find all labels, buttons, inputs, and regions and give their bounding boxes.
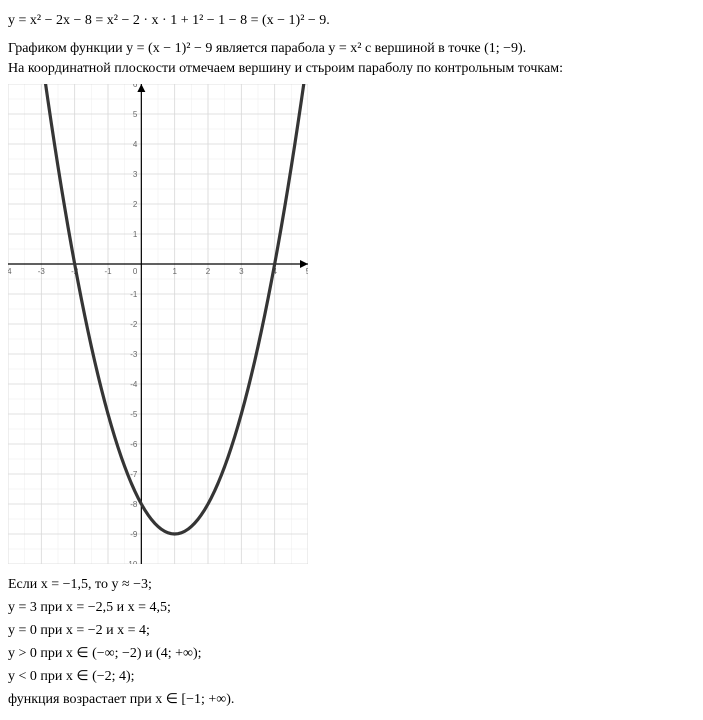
svg-text:-9: -9	[130, 530, 138, 539]
result-6: функция возрастает при x ∈ [−1; +∞).	[8, 689, 695, 710]
svg-text:-3: -3	[130, 350, 138, 359]
description-block: Графиком функции y = (x − 1)² − 9 являет…	[8, 39, 695, 78]
parabola-chart: -4-3-2-112345-10-9-8-7-6-5-4-3-2-1123456…	[8, 84, 695, 564]
result-1: Если x = −1,5, то y ≈ −3;	[8, 574, 695, 595]
svg-text:-1: -1	[104, 267, 112, 276]
svg-text:-5: -5	[130, 410, 138, 419]
svg-text:0: 0	[133, 267, 138, 276]
svg-text:-4: -4	[8, 267, 12, 276]
svg-text:6: 6	[133, 84, 138, 89]
equation-derivation: y = x² − 2x − 8 = x² − 2 · x · 1 + 1² − …	[8, 10, 695, 31]
svg-text:-1: -1	[130, 290, 138, 299]
description-line-2: На координатной плоскости отмечаем верши…	[8, 59, 695, 79]
result-4: y > 0 при x ∈ (−∞; −2) и (4; +∞);	[8, 643, 695, 664]
svg-text:4: 4	[133, 140, 138, 149]
svg-text:-8: -8	[130, 500, 138, 509]
result-2: y = 3 при x = −2,5 и x = 4,5;	[8, 597, 695, 618]
result-5: y < 0 при x ∈ (−2; 4);	[8, 666, 695, 687]
description-line-1: Графиком функции y = (x − 1)² − 9 являет…	[8, 39, 695, 59]
svg-text:-2: -2	[130, 320, 138, 329]
svg-text:-4: -4	[130, 380, 138, 389]
results-block: Если x = −1,5, то y ≈ −3; y = 3 при x = …	[8, 574, 695, 710]
svg-text:3: 3	[239, 267, 244, 276]
svg-text:-3: -3	[38, 267, 46, 276]
svg-text:5: 5	[306, 267, 308, 276]
svg-text:1: 1	[133, 230, 138, 239]
svg-text:2: 2	[133, 200, 138, 209]
chart-svg: -4-3-2-112345-10-9-8-7-6-5-4-3-2-1123456…	[8, 84, 308, 564]
result-3: y = 0 при x = −2 и x = 4;	[8, 620, 695, 641]
svg-text:5: 5	[133, 110, 138, 119]
svg-text:3: 3	[133, 170, 138, 179]
svg-text:-7: -7	[130, 470, 138, 479]
svg-text:1: 1	[172, 267, 177, 276]
svg-text:2: 2	[206, 267, 211, 276]
svg-text:-10: -10	[126, 560, 138, 564]
svg-text:-6: -6	[130, 440, 138, 449]
